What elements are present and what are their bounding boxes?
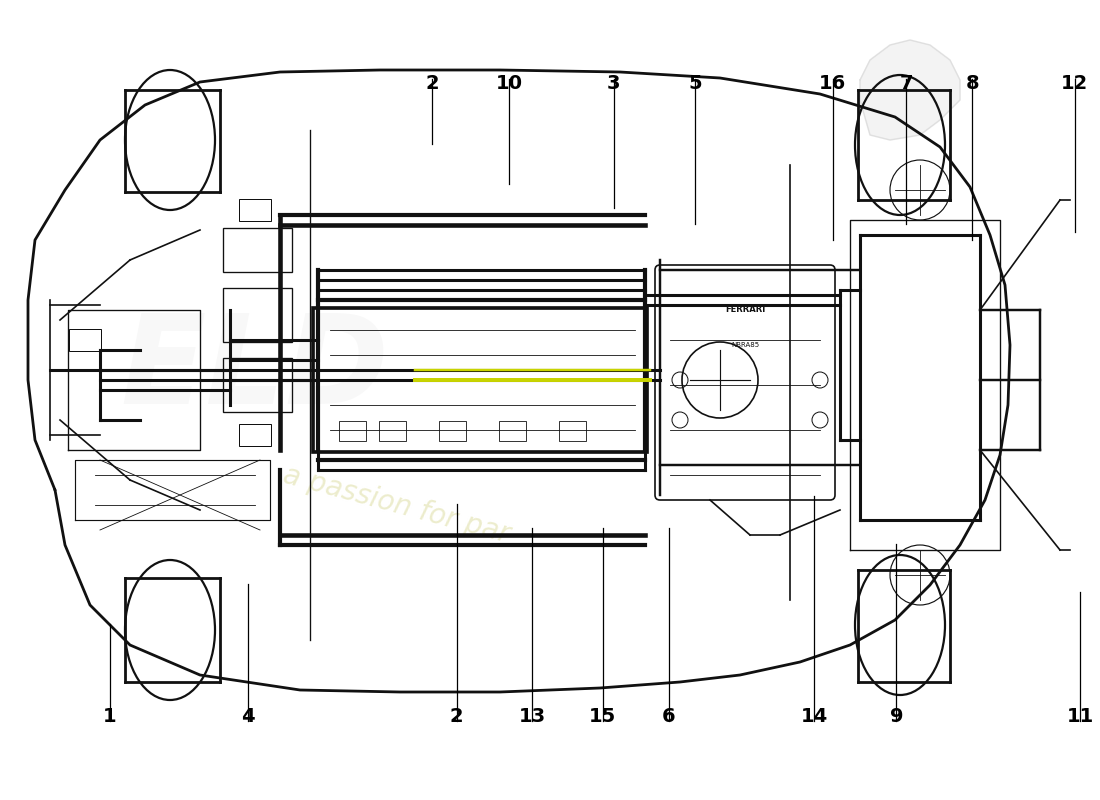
Text: 8: 8 <box>966 74 979 94</box>
Text: 1: 1 <box>103 706 117 726</box>
Text: 16: 16 <box>820 74 846 94</box>
Text: NBRA85: NBRA85 <box>730 342 759 348</box>
Text: 5: 5 <box>689 74 702 94</box>
Text: ELD: ELD <box>120 310 388 430</box>
Polygon shape <box>860 40 960 140</box>
Text: a passion for par: a passion for par <box>280 462 513 549</box>
Text: 9: 9 <box>890 706 903 726</box>
Text: 7: 7 <box>900 74 913 94</box>
Text: 3: 3 <box>607 74 620 94</box>
Text: 15: 15 <box>590 706 616 726</box>
Text: 11: 11 <box>1067 706 1093 726</box>
Text: 14: 14 <box>801 706 827 726</box>
Text: 13: 13 <box>519 706 546 726</box>
Text: 2: 2 <box>450 706 463 726</box>
Text: FERRARI: FERRARI <box>725 306 766 314</box>
Text: 2: 2 <box>426 74 439 94</box>
Text: 6: 6 <box>662 706 675 726</box>
Text: 12: 12 <box>1062 74 1088 94</box>
Text: 4: 4 <box>241 706 254 726</box>
Text: 10: 10 <box>496 74 522 94</box>
